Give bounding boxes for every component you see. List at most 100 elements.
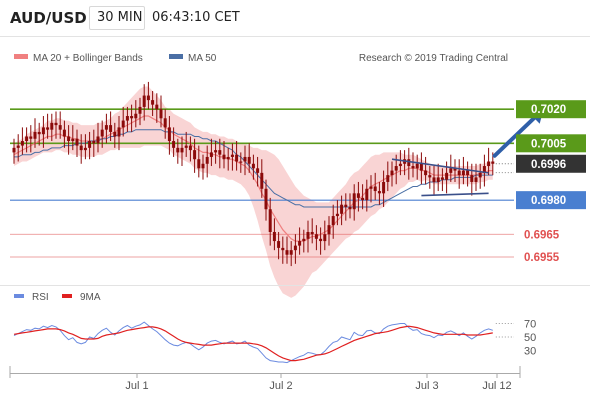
target-level-label: 0.6955 (524, 252, 560, 264)
candle-body (432, 177, 436, 182)
rsi-tick-label: 70 (524, 319, 536, 331)
candle-body (277, 241, 281, 248)
candle-body (419, 163, 423, 171)
candle-body (478, 172, 482, 178)
candle-body (260, 172, 264, 189)
candle-body (289, 250, 293, 255)
x-axis-tick-label: Jul 2 (269, 380, 292, 392)
bollinger-bands-layer (14, 86, 493, 298)
candle-body (285, 250, 289, 255)
candle-body (92, 141, 96, 144)
candle-body (58, 125, 62, 130)
triangle-trendline (421, 192, 489, 197)
chart-header: AUD/USD 30 MIN 06:43:10 CET (0, 0, 590, 36)
x-axis-tick-label: Jul 12 (482, 380, 511, 392)
candle-body (226, 156, 230, 160)
candle-body (377, 191, 381, 194)
ma20-legend-label: MA 20 + Bollinger Bands (33, 53, 143, 64)
candle-body (398, 163, 402, 167)
candle-body (327, 225, 331, 235)
candle-body (71, 138, 75, 142)
candle-body (230, 154, 234, 157)
instrument-title: AUD/USD (10, 9, 87, 27)
candle-body (470, 175, 474, 182)
candle-body (298, 241, 302, 246)
candle-body (113, 131, 117, 137)
candle-body (365, 188, 369, 201)
rsi-ma-legend-label: 9MA (80, 292, 101, 303)
candle-body (50, 122, 54, 130)
candle-body (180, 147, 184, 153)
candle-body (134, 113, 138, 119)
candle-body (218, 150, 222, 155)
candle-body (356, 193, 360, 198)
candle-body (138, 106, 142, 114)
candle-body (310, 231, 314, 235)
resistance-level-tag (516, 134, 586, 153)
candle-body (37, 131, 41, 135)
candle-body (96, 136, 100, 144)
rsi-legend-swatch (14, 294, 24, 298)
timeframe-label: 30 MIN (97, 10, 143, 25)
candle-body (390, 170, 394, 176)
x-axis-tick-label: Jul 1 (125, 380, 148, 392)
triangle-trendline (391, 158, 489, 174)
rsi-tick-label: 50 (524, 332, 536, 344)
candle-body (193, 150, 197, 160)
target-level-label: 0.6965 (524, 229, 560, 241)
candle-body (33, 131, 37, 139)
candle-body (188, 145, 192, 151)
x-axis-tick-label: Jul 3 (415, 380, 438, 392)
current-price-label: 0.6996 (531, 159, 566, 171)
candle-body (256, 168, 260, 173)
candle-body (268, 209, 272, 232)
candle-body (382, 181, 386, 194)
candle-body (29, 136, 33, 139)
candle-body (155, 104, 159, 110)
rsi-ma-line (13, 325, 493, 362)
candle-body (205, 156, 209, 164)
candle-body (424, 170, 428, 176)
candle-body (272, 231, 276, 242)
candle-body (88, 141, 92, 148)
candle-body (373, 186, 377, 192)
candle-body (457, 170, 461, 176)
candle-body (474, 177, 478, 182)
candle-body (146, 95, 150, 101)
candle-body (117, 127, 121, 137)
copyright-credit: Research © 2019 Trading Central (359, 53, 508, 64)
candle-body (197, 159, 201, 169)
candle-body (67, 136, 71, 142)
candle-body (20, 141, 24, 146)
candle-body (487, 161, 491, 167)
candle-body (12, 147, 16, 153)
candle-body (264, 188, 268, 210)
candle-body (214, 150, 218, 153)
candle-body (167, 127, 171, 142)
candle-body (461, 170, 465, 176)
candle-body (436, 177, 440, 182)
candle-body (340, 204, 344, 214)
candle-body (79, 145, 83, 151)
candle-body (440, 177, 444, 180)
candle-body (407, 159, 411, 167)
resistance-level-label: 0.7020 (531, 104, 566, 116)
candle-body (222, 154, 226, 160)
candle-body (281, 247, 285, 251)
candle-body (83, 147, 87, 151)
rsi-legend-label: RSI (32, 292, 49, 303)
timeframe-selector[interactable] (89, 6, 145, 30)
candle-body (109, 125, 113, 132)
rsi-tick-label: 30 (524, 346, 536, 358)
candle-body (125, 116, 129, 121)
candle-body (130, 116, 134, 119)
candle-body (306, 231, 310, 239)
candle-body (251, 163, 255, 169)
current-time: 06:43:10 CET (152, 10, 240, 25)
candle-body (239, 161, 243, 163)
candle-body (159, 109, 163, 119)
candle-body (491, 161, 495, 164)
support-level-tag (516, 191, 586, 210)
candle-body (62, 129, 66, 137)
candle-body (361, 197, 365, 201)
